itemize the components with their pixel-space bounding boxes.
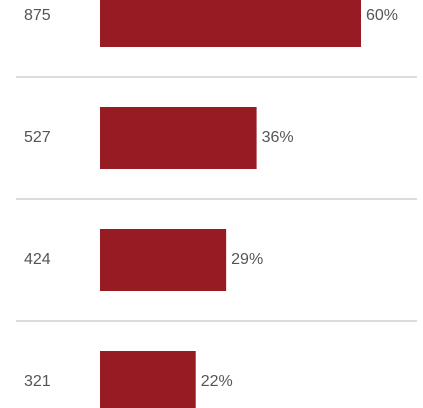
bar xyxy=(100,0,361,47)
category-label: 875 xyxy=(24,7,51,24)
category-label: 321 xyxy=(24,373,51,390)
category-label: 527 xyxy=(24,129,51,146)
value-label: 60% xyxy=(366,7,398,24)
bar xyxy=(100,229,227,291)
bar xyxy=(100,107,257,169)
bar xyxy=(100,351,196,408)
value-label: 29% xyxy=(231,251,263,268)
value-label: 22% xyxy=(201,373,233,390)
category-label: 424 xyxy=(24,251,51,268)
value-label: 36% xyxy=(262,129,294,146)
